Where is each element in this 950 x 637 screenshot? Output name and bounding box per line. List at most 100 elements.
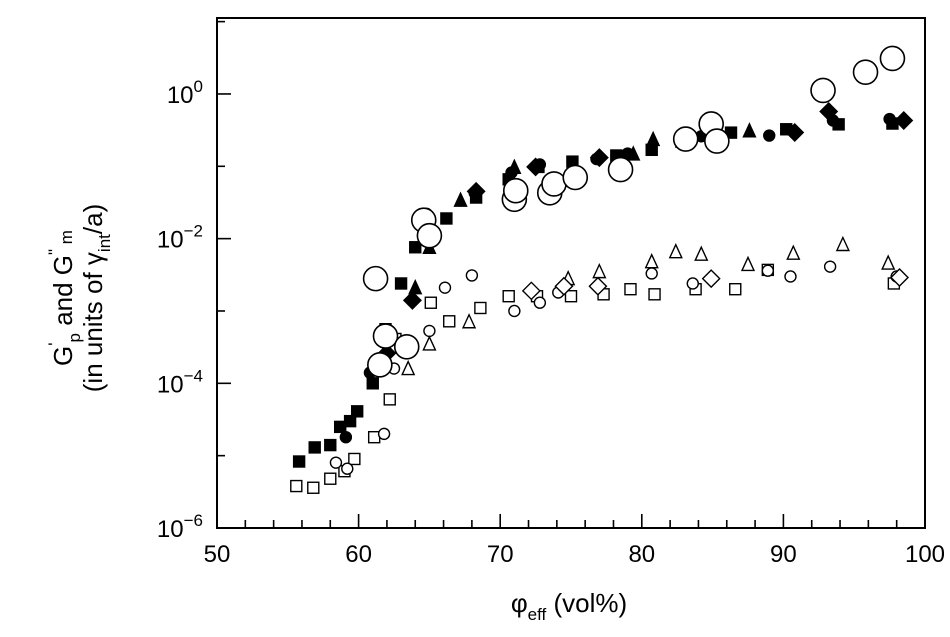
open-circle-point <box>686 277 699 290</box>
large-open-circle-point <box>367 352 393 378</box>
filled-square-point <box>440 212 453 225</box>
filled-triangle-point <box>626 145 641 161</box>
open-circle-point <box>645 267 658 280</box>
filled-triangle-point <box>507 158 522 174</box>
svg-text:(in units of γint/a): (in units of γint/a) <box>78 204 114 392</box>
large-open-circle-point <box>372 323 399 349</box>
large-open-circle-point <box>810 77 836 104</box>
open-square-point <box>348 452 361 466</box>
open-square-point <box>443 315 456 328</box>
open-triangle-point <box>461 313 477 329</box>
filled-diamond-point <box>526 157 546 177</box>
open-triangle-point <box>592 262 607 279</box>
open-circle-point <box>438 281 452 294</box>
open-diamond-point <box>554 276 574 296</box>
large-open-circle-point <box>852 59 879 85</box>
filled-square-point <box>292 455 306 468</box>
large-open-circle-point <box>393 333 420 360</box>
large-open-circle-point <box>607 156 634 183</box>
y-axis-ticks: 10−6 10−4 10−2 100 <box>157 20 231 543</box>
filled-triangle-point <box>742 122 757 138</box>
x-tick-label: 70 <box>487 541 514 568</box>
large-open-circle-point <box>879 45 906 72</box>
open-square-point <box>424 296 438 309</box>
y-tick-label: 10−6 <box>157 511 203 543</box>
y-axis-label: G'p and G" m (in units of γint/a) <box>45 204 114 392</box>
svg-text:G'p and G" m: G'p and G" m <box>45 230 84 366</box>
open-circle-point <box>329 456 343 469</box>
open-triangle-point <box>694 245 709 261</box>
open-triangle-point <box>668 243 683 259</box>
open-triangle-point <box>786 244 801 260</box>
open-diamond-point <box>588 276 608 296</box>
open-circle-point <box>341 462 354 475</box>
plot-frame <box>216 17 926 529</box>
open-square-point <box>624 283 637 296</box>
large-open-circle-point <box>502 177 529 204</box>
filled-diamond-point <box>402 290 422 310</box>
open-circle-point <box>761 264 775 277</box>
open-square-point <box>564 290 578 303</box>
open-circle-point <box>784 270 797 283</box>
open-square-point <box>307 481 320 494</box>
filled-square-point <box>366 377 379 390</box>
open-circle-point <box>823 260 837 273</box>
open-circle-point <box>377 427 391 441</box>
filled-square-point <box>394 277 408 290</box>
data-points <box>290 45 914 494</box>
open-diamond-point <box>521 281 541 301</box>
x-axis-label: φeff (vol%) <box>511 588 627 624</box>
filled-circle-point <box>763 129 776 142</box>
filled-diamond-point <box>894 110 914 130</box>
filled-circle-point <box>339 430 353 444</box>
filled-diamond-point <box>819 102 839 121</box>
x-tick-label: 100 <box>905 541 945 568</box>
open-circle-point <box>465 269 479 282</box>
large-open-circle-point <box>562 164 589 191</box>
x-tick-label: 50 <box>204 541 231 568</box>
large-open-circle-point <box>416 222 443 249</box>
open-square-point <box>290 479 303 493</box>
open-triangle-point <box>401 359 416 376</box>
filled-triangle-point <box>408 278 423 295</box>
y-tick-label: 10−4 <box>157 366 203 398</box>
x-tick-label: 60 <box>345 541 372 568</box>
open-circle-point <box>533 296 547 309</box>
open-square-point <box>648 288 661 301</box>
y-tick-label: 10−2 <box>157 222 203 254</box>
filled-circle-point <box>883 112 896 126</box>
large-open-circle-point <box>672 126 699 152</box>
open-square-point <box>502 290 515 303</box>
open-square-point <box>383 393 396 406</box>
large-open-circle-point <box>362 265 389 292</box>
open-square-point <box>474 301 487 315</box>
open-triangle-point <box>644 253 659 269</box>
filled-square-point <box>350 405 364 418</box>
open-diamond-point <box>890 268 910 288</box>
filled-square-point <box>343 414 357 428</box>
open-diamond-point <box>701 269 721 289</box>
filled-diamond-point <box>785 123 805 143</box>
x-tick-label: 90 <box>770 541 797 568</box>
open-circle-point <box>508 304 521 318</box>
open-triangle-point <box>881 254 896 270</box>
large-open-circle-point <box>541 171 567 197</box>
open-triangle-point <box>835 235 850 252</box>
filled-triangle-point <box>646 130 661 147</box>
open-triangle-point <box>740 255 756 272</box>
filled-triangle-point <box>453 191 468 207</box>
open-triangle-point <box>422 335 437 351</box>
x-tick-label: 80 <box>628 541 655 568</box>
open-circle-point <box>423 324 436 338</box>
plot-border <box>216 17 926 529</box>
y-tick-label: 100 <box>167 77 203 109</box>
filled-square-point <box>409 241 422 254</box>
filled-square-point <box>308 441 321 454</box>
filled-diamond-point <box>589 148 609 168</box>
open-square-point <box>324 472 337 485</box>
filled-diamond-point <box>466 181 486 201</box>
filled-square-point <box>324 438 337 452</box>
x-axis-ticks: 50 60 70 80 90 100 <box>204 514 945 568</box>
open-square-point <box>729 283 742 296</box>
